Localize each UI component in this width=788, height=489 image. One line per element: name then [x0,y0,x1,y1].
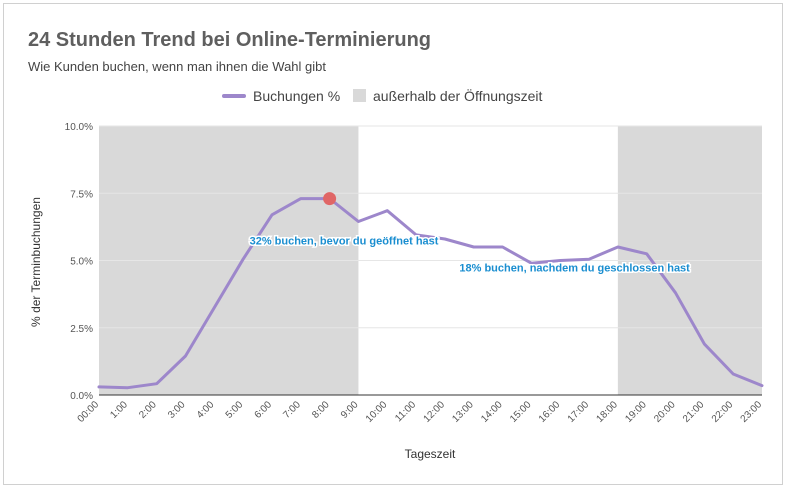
x-tick-label: 13:00 [450,399,476,425]
data-point [126,386,130,390]
data-point [385,209,389,213]
data-point [212,306,216,310]
y-axis-title: % der Terminbuchungen [29,197,43,327]
data-point [616,245,620,249]
x-tick-label: 23:00 [739,399,765,425]
legend-label-closed: außerhalb der Öffnungszeit [373,87,543,104]
series-line-bookings [97,197,764,390]
data-point [299,197,303,201]
data-point [760,384,764,388]
data-point [472,245,476,249]
x-tick-label: 9:00 [339,399,361,421]
x-tick-label: 1:00 [108,399,130,421]
x-tick-label: 00:00 [76,399,102,425]
legend-shade-swatch [353,89,366,102]
chart-title: 24 Stunden Trend bei Online-Terminierung [28,29,432,51]
annotation-label-0: 32% buchen, bevor du geöffnet hast [250,235,439,247]
x-tick-label: 18:00 [595,399,621,425]
data-point [645,252,649,256]
x-tick-label: 14:00 [479,399,505,425]
data-point [241,257,245,261]
legend-label-bookings: Buchungen % [253,88,340,104]
x-tick-label: 4:00 [195,399,217,421]
highlight-point [323,192,337,206]
y-tick-label: 0.0% [70,391,93,402]
x-tick-label: 21:00 [681,399,707,425]
data-point [155,382,159,386]
x-tick-label: 7:00 [281,399,303,421]
x-tick-label: 19:00 [623,399,649,425]
x-tick-label: 20:00 [652,399,678,425]
data-point [702,342,706,346]
x-tick-label: 16:00 [537,399,563,425]
data-point [183,354,187,358]
x-tick-label: 6:00 [253,399,275,421]
x-tick-label: 17:00 [566,399,592,425]
data-point [443,237,447,241]
legend: Buchungen % außerhalb der Öffnungszeit [222,87,543,104]
x-tick-label: 15:00 [508,399,534,425]
data-point [97,385,101,389]
chart-subtitle: Wie Kunden buchen, wenn man ihnen die Wa… [28,59,326,74]
x-tick-label: 11:00 [393,399,418,424]
data-point [356,219,360,223]
y-tick-label: 10.0% [65,122,93,133]
data-point [587,257,591,261]
y-tick-label: 2.5% [70,324,93,335]
data-point [501,245,505,249]
x-tick-label: 8:00 [310,399,332,421]
x-axis-title: Tageszeit [405,447,456,461]
plot-area: 0.0% 2.5% 5.0% 7.5% 10.0% 00:00 1:00 2:00 3:00 4:… [65,122,765,425]
x-tick-label: 22:00 [710,399,736,425]
x-tick-label: 10:00 [364,399,390,425]
y-tick-label: 7.5% [70,189,93,200]
x-tick-label: 12:00 [422,399,448,425]
annotation-label-1: 18% buchen, nachdem du geschlossen hast [459,262,690,274]
x-tick-label: 3:00 [166,399,188,421]
y-tick-label: 5.0% [70,257,93,268]
x-tick-label: 5:00 [224,399,246,421]
x-tick-label: 2:00 [137,399,159,421]
data-point [731,372,735,376]
data-point [674,291,678,295]
data-point [270,213,274,217]
